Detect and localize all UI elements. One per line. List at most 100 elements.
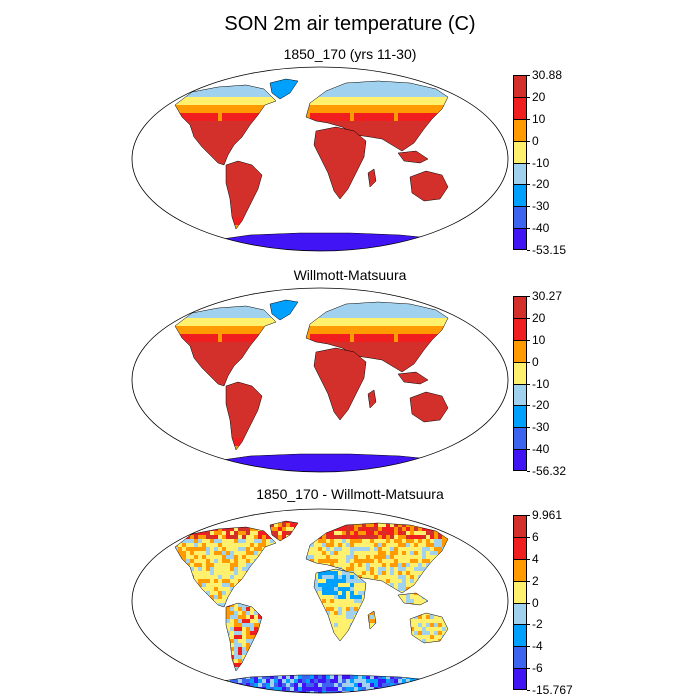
colorbar-tick	[527, 318, 530, 319]
colorbar-label: -10	[532, 378, 549, 390]
colorbar-swatch	[514, 625, 526, 647]
colorbar-tick	[527, 646, 530, 647]
land-greenland	[130, 286, 510, 474]
land-africa	[130, 507, 510, 695]
colorbar-tick	[527, 184, 530, 185]
map-land-cells	[130, 286, 510, 474]
colorbar-tick	[527, 427, 530, 428]
colorbar-label: -53.15	[532, 244, 566, 256]
colorbar-tick	[527, 228, 530, 229]
colorbar-swatch	[514, 98, 526, 120]
colorbar-label: 10	[532, 113, 545, 125]
land-northAmerica	[130, 65, 510, 253]
colorbar-swatch	[514, 669, 526, 690]
land-eurasia	[130, 65, 510, 253]
land-eurasia	[130, 286, 510, 474]
colorbar-swatch	[514, 142, 526, 164]
land-australia	[130, 286, 510, 474]
colorbar-label: -4	[532, 640, 543, 652]
land-africa	[130, 65, 510, 253]
land-africa	[130, 286, 510, 474]
colorbar-swatches	[513, 515, 527, 690]
land-indonesia	[130, 65, 510, 253]
colorbar-label: 0	[532, 356, 539, 368]
map-land-cells	[130, 65, 510, 253]
colorbar-label: -15.767	[532, 684, 573, 696]
colorbar-tick	[527, 163, 530, 164]
colorbar-label: -10	[532, 157, 549, 169]
map-diff	[130, 507, 510, 695]
colorbar-label: -20	[532, 399, 549, 411]
colorbar-obs: 30.27 20 10 0 -10 -20 -30 -40 -56.32	[513, 296, 593, 471]
map-land-cells	[130, 507, 510, 695]
panel-title-diff: 1850_170 - Willmott-Matsuura	[130, 486, 570, 502]
colorbar-tick	[527, 405, 530, 406]
colorbar-model: 30.88 20 10 0 -10 -20 -30 -40 -53.15	[513, 75, 593, 250]
colorbar-swatch	[514, 385, 526, 407]
figure-title: SON 2m air temperature (C)	[0, 13, 700, 36]
colorbar-label: -30	[532, 421, 549, 433]
colorbar-label: -30	[532, 200, 549, 212]
land-indonesia	[130, 286, 510, 474]
colorbar-swatch	[514, 604, 526, 626]
colorbar-tick	[527, 537, 530, 538]
colorbar-label: 20	[532, 91, 545, 103]
colorbar-tick	[527, 624, 530, 625]
colorbar-swatch	[514, 120, 526, 142]
colorbar-label: -6	[532, 662, 543, 674]
colorbar-label: 6	[532, 531, 539, 543]
land-northAmerica	[130, 507, 510, 695]
colorbar-tick	[527, 362, 530, 363]
map-obs	[130, 286, 510, 474]
land-australia	[130, 507, 510, 695]
colorbar-swatch	[514, 647, 526, 669]
colorbar-tick	[527, 97, 530, 98]
colorbar-tick	[527, 603, 530, 604]
land-eurasia	[130, 507, 510, 695]
colorbar-swatch	[514, 164, 526, 186]
colorbar-tick	[527, 119, 530, 120]
colorbar-swatch	[514, 516, 526, 538]
colorbar-swatch	[514, 450, 526, 471]
colorbar-label: -20	[532, 178, 549, 190]
land-antarctica	[130, 507, 510, 695]
panel-title-obs: Willmott-Matsuura	[130, 267, 570, 283]
colorbar-label: 0	[532, 135, 539, 147]
colorbar-label: 10	[532, 334, 545, 346]
land-australia	[130, 65, 510, 253]
colorbar-label: -2	[532, 618, 543, 630]
colorbar-tick	[527, 250, 530, 251]
colorbar-label: -40	[532, 443, 549, 455]
colorbar-swatch	[514, 406, 526, 428]
land-madagascar	[130, 65, 510, 253]
colorbar-tick	[527, 340, 530, 341]
colorbar-tick	[527, 515, 530, 516]
colorbar-tick	[527, 690, 530, 691]
colorbar-tick	[527, 384, 530, 385]
colorbar-swatch	[514, 319, 526, 341]
land-southAmerica	[130, 507, 510, 695]
colorbar-tick	[527, 206, 530, 207]
colorbar-swatch	[514, 582, 526, 604]
colorbar-tick	[527, 449, 530, 450]
colorbar-label: 20	[532, 312, 545, 324]
colorbar-tick	[527, 581, 530, 582]
colorbar-swatch	[514, 363, 526, 385]
colorbar-label: -56.32	[532, 465, 566, 477]
colorbar-swatch	[514, 76, 526, 98]
colorbar-tick	[527, 559, 530, 560]
colorbar-tick	[527, 471, 530, 472]
colorbar-swatch	[514, 297, 526, 319]
colorbar-label: 0	[532, 597, 539, 609]
colorbar-swatches	[513, 296, 527, 471]
colorbar-label: 2	[532, 575, 539, 587]
colorbar-label: -40	[532, 222, 549, 234]
land-southAmerica	[130, 65, 510, 253]
panel-title-model: 1850_170 (yrs 11-30)	[130, 46, 570, 62]
land-northAmerica	[130, 286, 510, 474]
land-southAmerica	[130, 286, 510, 474]
colorbar-tick	[527, 296, 530, 297]
colorbar-diff: 9.961 6 4 2 0 -2 -4 -6 -15.767	[513, 515, 593, 690]
colorbar-swatch	[514, 428, 526, 450]
land-indonesia	[130, 507, 510, 695]
